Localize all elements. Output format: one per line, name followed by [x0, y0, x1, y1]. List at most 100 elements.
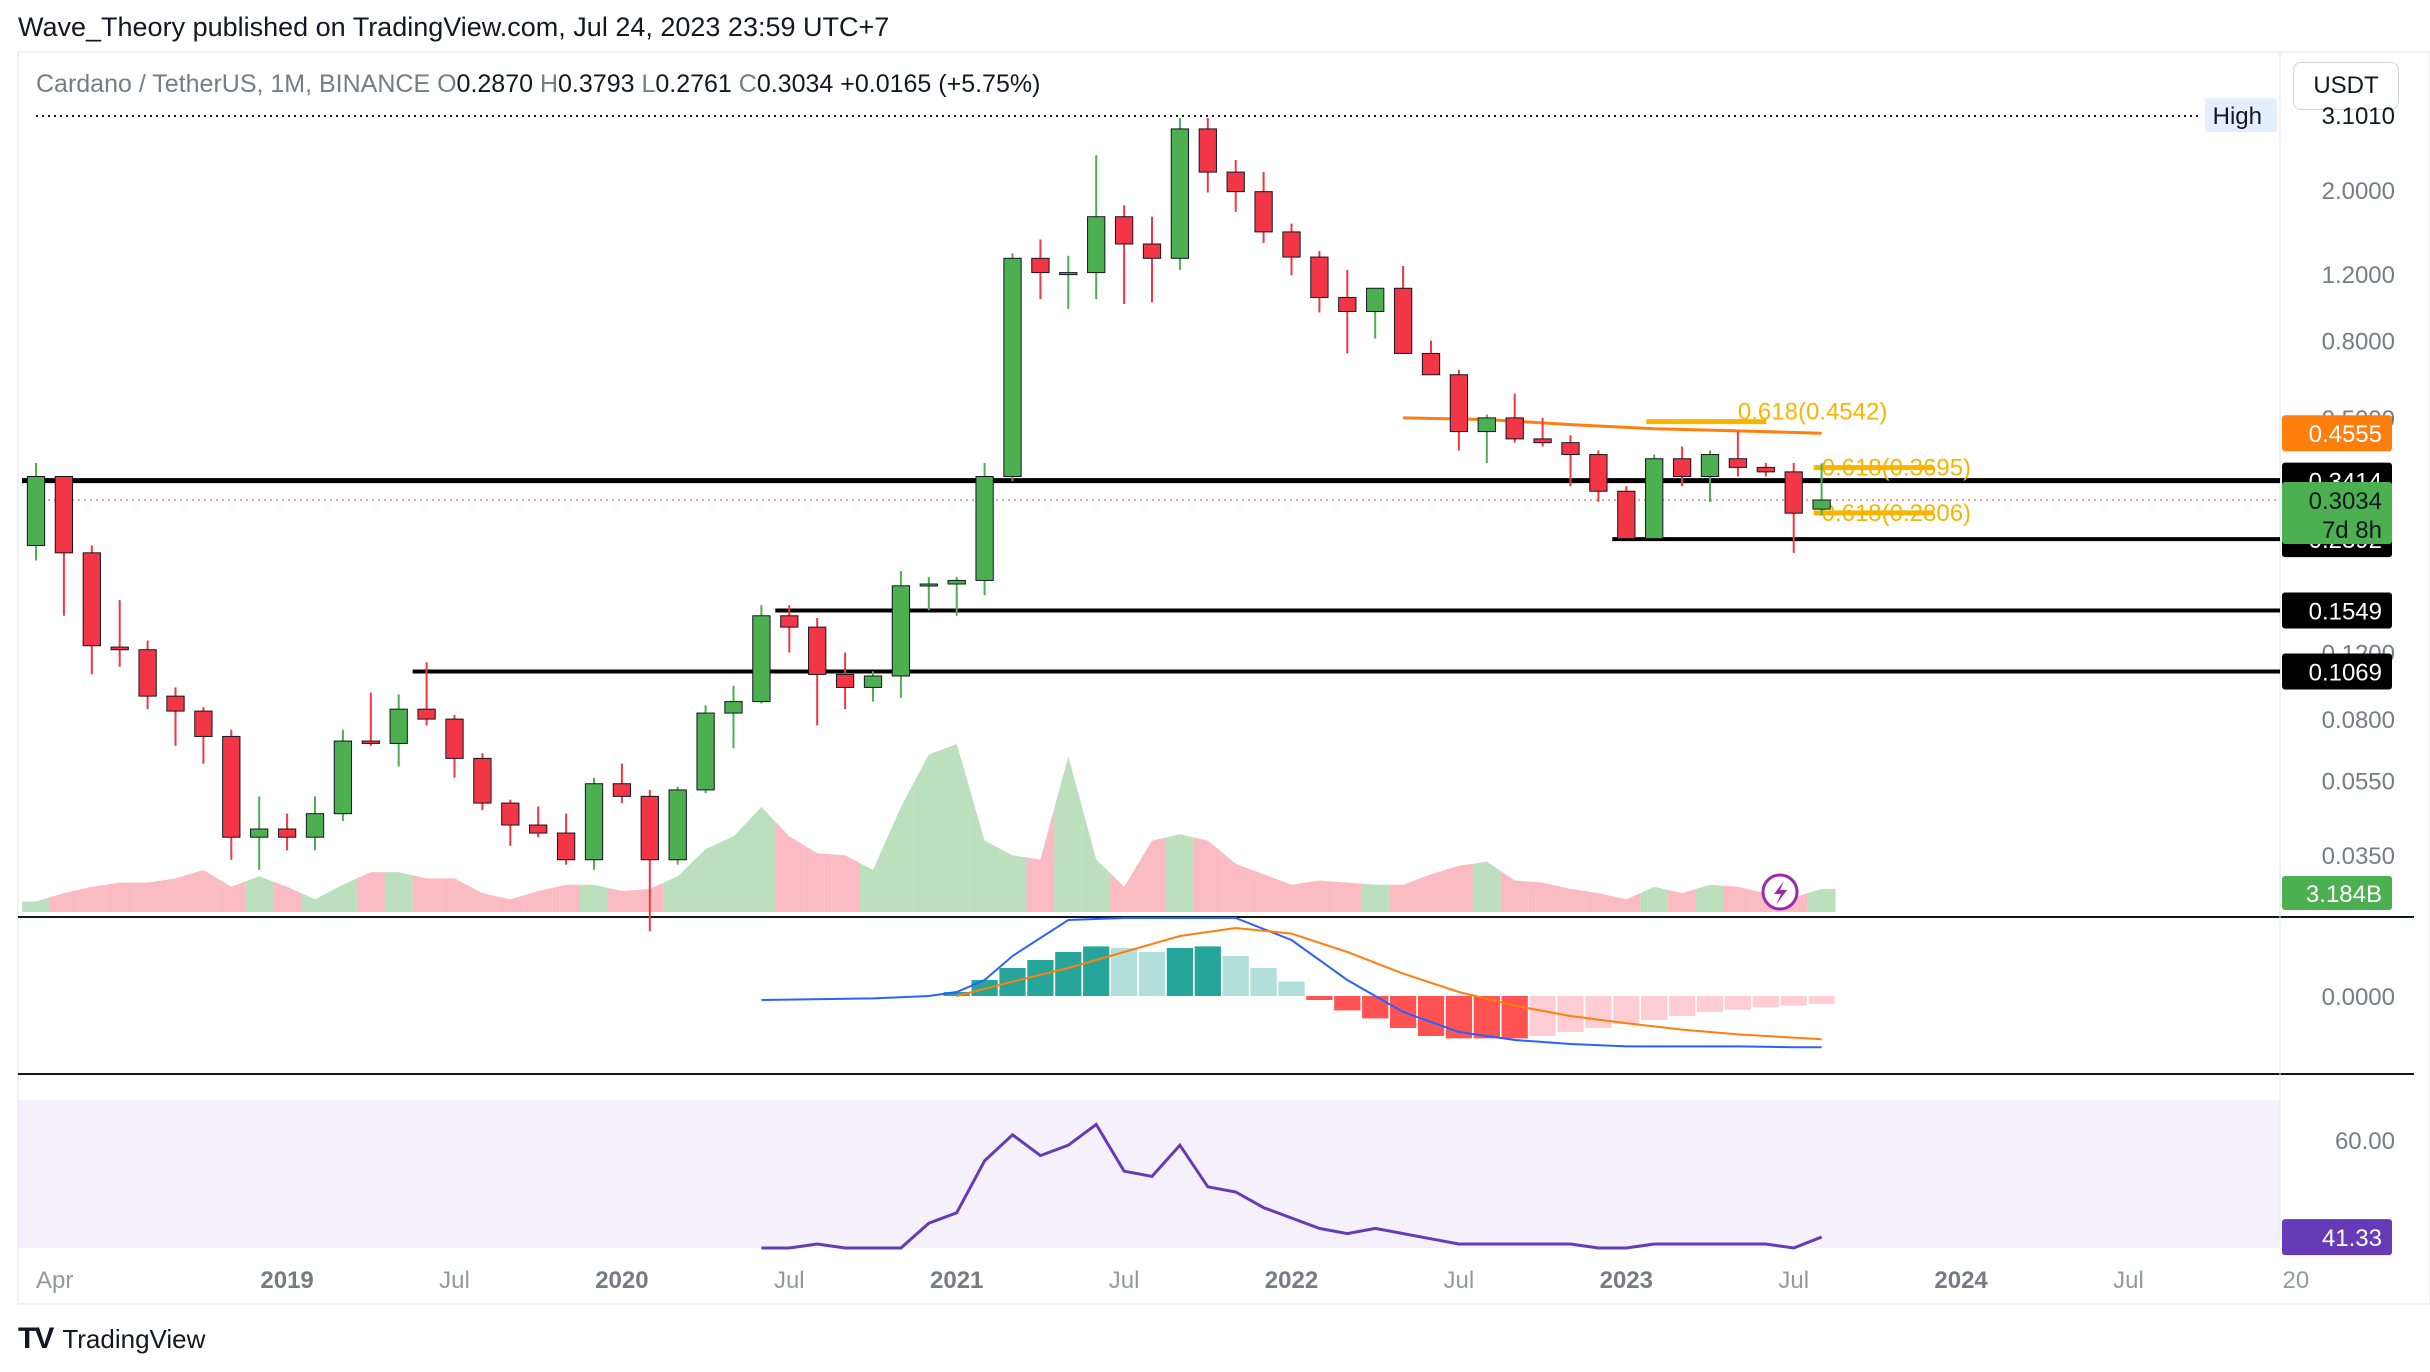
- candle-body: [417, 708, 436, 720]
- candle-body: [1142, 243, 1162, 259]
- volume-area: [775, 821, 804, 912]
- volume-area: [22, 897, 50, 912]
- candle-body: [975, 476, 994, 581]
- tradingview-logo[interactable]: TV TradingView: [18, 1322, 205, 1356]
- volume-area: [1556, 885, 1585, 912]
- macd-histogram-bar: [1529, 996, 1556, 1036]
- volume-area: [747, 807, 776, 912]
- candle-body: [1505, 417, 1524, 440]
- volume-label: 3.184B: [2306, 881, 2382, 908]
- volume-area: [440, 878, 469, 912]
- publish-line: Wave_Theory published on TradingView.com…: [18, 12, 890, 42]
- candle-body: [222, 735, 241, 838]
- price-tick-label: 0.0800: [2322, 707, 2395, 734]
- candle-body: [82, 552, 101, 647]
- macd-histogram-bar: [1613, 996, 1640, 1024]
- volume-area: [301, 892, 329, 912]
- candle-body: [668, 789, 687, 861]
- volume-area: [77, 884, 106, 912]
- candle-body: [863, 675, 883, 688]
- level-label: 0.1549: [2309, 598, 2382, 625]
- macd-histogram-bar: [1724, 996, 1752, 1010]
- lightning-icon-glyph: [1774, 881, 1787, 905]
- symbol-legend: Cardano / TetherUS, 1M, BINANCE O0.2870 …: [36, 70, 1040, 99]
- volume-area: [1668, 888, 1697, 912]
- level-label: 0.1069: [2309, 659, 2382, 686]
- candle-body: [1087, 216, 1106, 274]
- time-tick-label: 2021: [930, 1267, 983, 1294]
- price-tick-label: 0.0350: [2322, 843, 2395, 870]
- volume-area: [1249, 868, 1278, 912]
- macd-histogram-bar: [1027, 960, 1054, 996]
- volume-area: [245, 876, 274, 912]
- candle-body: [1672, 458, 1692, 478]
- time-tick-label: Apr: [36, 1267, 73, 1294]
- countdown-label: 7d 8h: [2322, 517, 2382, 544]
- candle-body: [1366, 287, 1385, 313]
- volume-area: [1361, 883, 1390, 912]
- volume-area: [1584, 891, 1613, 912]
- volume-area: [1193, 837, 1222, 912]
- volume-area: [1696, 884, 1724, 912]
- currency-button[interactable]: USDT: [2293, 62, 2399, 110]
- candle-body: [724, 701, 743, 714]
- time-tick-label: 2023: [1600, 1267, 1653, 1294]
- candle-body: [780, 615, 799, 628]
- candle-body: [1561, 442, 1580, 456]
- low-label: L: [641, 70, 656, 98]
- volume-area: [1026, 808, 1055, 912]
- candle-body: [26, 476, 46, 547]
- candle-body: [919, 583, 938, 587]
- rsi-tick-label: 60.00: [2335, 1128, 2395, 1155]
- volume-area: [607, 887, 636, 912]
- low-value: 0.2761: [655, 70, 732, 98]
- time-tick-label: 2022: [1265, 1267, 1318, 1294]
- volume-area: [663, 862, 692, 912]
- candle-body: [361, 740, 380, 744]
- candle-body: [1617, 490, 1636, 540]
- candle-body: [305, 813, 325, 838]
- candle-body: [1533, 438, 1552, 444]
- time-tick-label: Jul: [1444, 1267, 1475, 1294]
- macd-histogram-bar: [1752, 996, 1779, 1008]
- candle-body: [501, 802, 520, 826]
- volume-area: [803, 844, 832, 912]
- candle-body: [1254, 191, 1273, 233]
- candle-body: [445, 718, 464, 759]
- candle-body: [1059, 272, 1078, 276]
- price-tick-label: 0.0550: [2322, 769, 2395, 796]
- symbol-name[interactable]: Cardano / TetherUS, 1M, BINANCE: [36, 70, 431, 98]
- volume-area: [1165, 834, 1194, 912]
- macd-histogram-bar: [1110, 948, 1138, 996]
- macd-line: [761, 917, 1822, 1049]
- volume-area: [49, 889, 78, 912]
- fib-label: 0.618(0.4542): [1738, 399, 1887, 426]
- volume-area: [496, 895, 525, 912]
- current-price-label: 0.3034: [2309, 488, 2382, 515]
- volume-area: [217, 878, 246, 912]
- macd-histogram-bar: [1473, 996, 1500, 1039]
- open-value: 0.2870: [456, 70, 534, 98]
- macd-histogram-bar: [1668, 996, 1696, 1016]
- volume-area: [1277, 879, 1306, 912]
- candle-body: [1812, 499, 1831, 510]
- volume-area: [1138, 837, 1166, 912]
- volume-area: [970, 792, 999, 912]
- candle-body: [529, 824, 548, 834]
- candle-body: [612, 783, 632, 797]
- ema-label-bg: [2282, 415, 2392, 452]
- chart-frame: [17, 51, 2430, 1305]
- candle-body: [696, 712, 715, 791]
- candle-body: [1784, 471, 1803, 514]
- volume-area: [328, 878, 357, 912]
- macd-histogram-bar: [1250, 968, 1277, 996]
- candle-body: [1589, 454, 1608, 492]
- time-tick-label: 20: [2283, 1267, 2310, 1294]
- ema-label: 0.4555: [2309, 421, 2382, 448]
- candle-body: [1282, 231, 1301, 258]
- chart-canvas[interactable]: High3.10102.00001.20000.80000.50000.1200…: [0, 0, 2430, 1310]
- volume-area: [691, 842, 720, 912]
- volume-area: [1500, 871, 1529, 912]
- signal-line: [956, 926, 1822, 1041]
- macd-histogram-bar: [1166, 948, 1194, 996]
